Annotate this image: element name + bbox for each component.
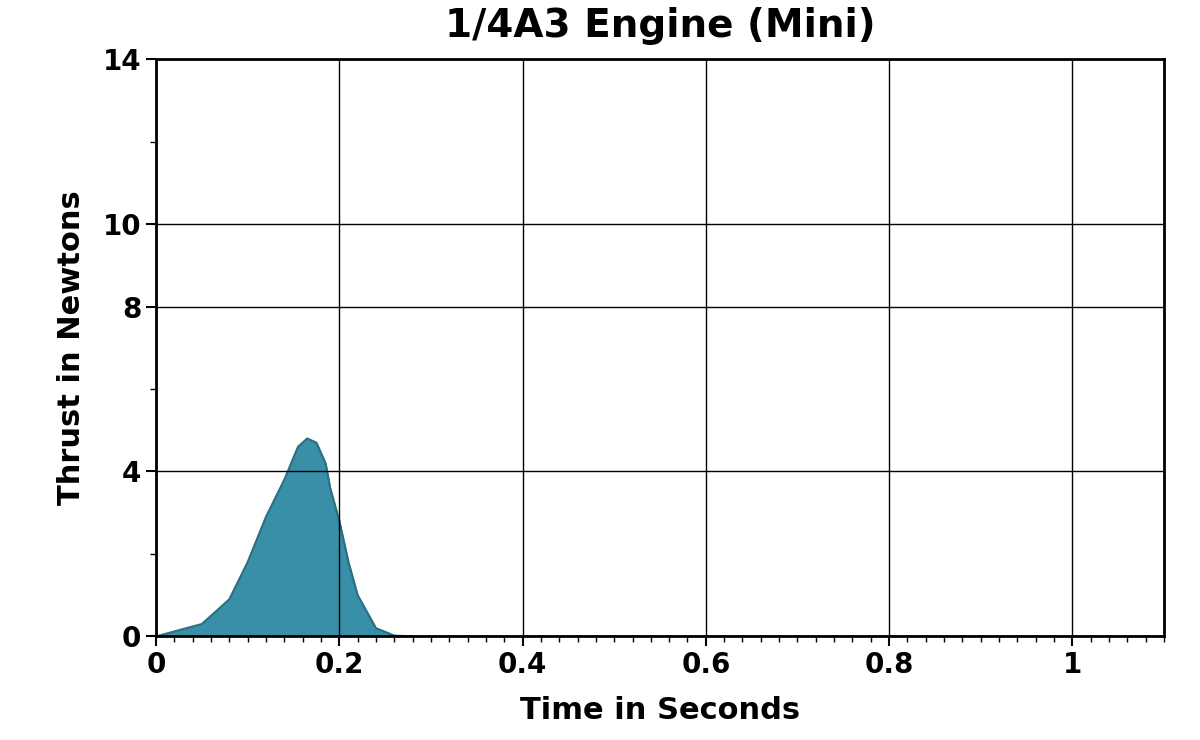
X-axis label: Time in Seconds: Time in Seconds xyxy=(520,696,800,724)
Title: 1/4A3 Engine (Mini): 1/4A3 Engine (Mini) xyxy=(445,7,875,45)
Y-axis label: Thrust in Newtons: Thrust in Newtons xyxy=(58,190,86,505)
